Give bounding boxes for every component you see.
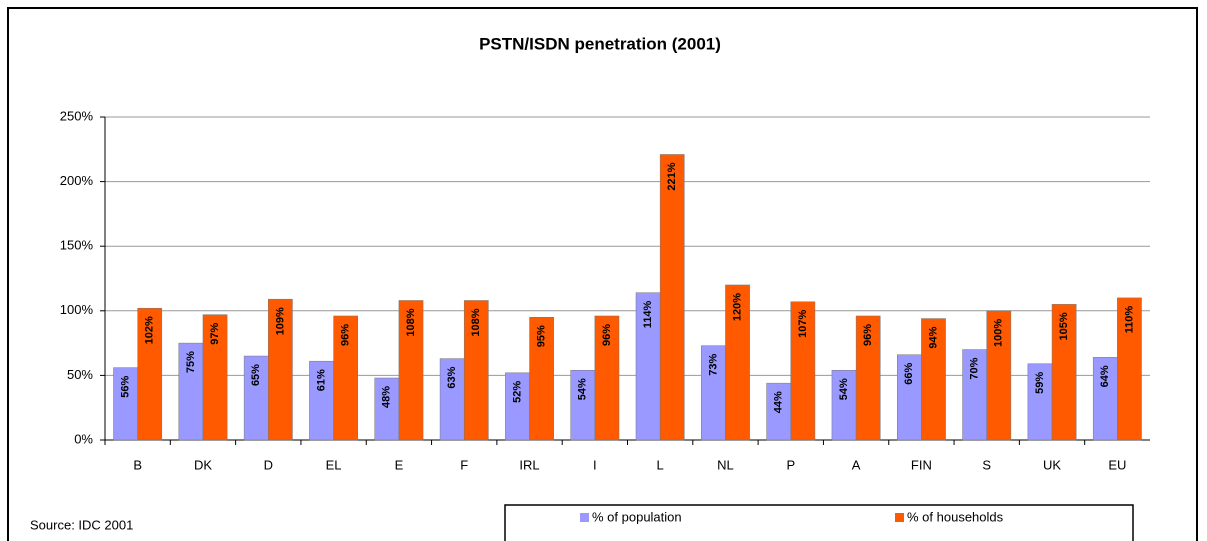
value-label: 59% [1034,372,1046,394]
bar [1051,304,1077,441]
value-label: 65% [250,364,262,386]
value-label: 44% [773,391,785,413]
x-tick-label: NL [717,457,734,472]
value-label: 100% [993,319,1005,347]
value-label: 56% [119,375,131,397]
value-label: 221% [666,162,678,190]
x-tick-label: FIN [911,457,932,472]
x-tick-label: E [395,457,404,472]
bar [439,358,465,441]
bar [137,307,163,441]
bar [1027,363,1053,441]
legend-label: % of population [592,509,682,524]
value-label: 96% [862,324,874,346]
legend-swatch [895,513,904,522]
y-tick-label: 150% [60,238,94,253]
y-tick-label: 50% [67,367,93,382]
value-label: 114% [642,300,654,328]
value-label: 97% [209,322,221,344]
bar [268,298,293,441]
bar [725,284,750,441]
y-tick-label: 100% [60,302,94,317]
bar [570,369,596,441]
x-tick-label: A [852,457,861,472]
bar [529,317,554,441]
bar [855,315,881,441]
value-label: 48% [381,386,393,408]
chart-frame [7,7,1198,541]
x-tick-label: L [657,457,664,472]
bar [921,318,946,441]
bar [896,354,922,441]
value-label: 75% [185,351,197,373]
bar [701,345,726,441]
bar [962,349,987,441]
value-label: 105% [1058,312,1070,340]
value-label: 96% [601,324,613,346]
y-tick-label: 200% [60,173,94,188]
x-tick-label: F [460,457,468,472]
bar [505,372,530,441]
value-label: 61% [315,369,327,391]
legend-box [504,504,1134,541]
bar [1117,297,1142,441]
x-tick-label: I [593,457,597,472]
x-tick-label: P [786,457,795,472]
value-label: 63% [446,366,458,388]
bar [594,315,620,441]
value-label: 109% [274,307,286,335]
bar [202,314,228,441]
bar [831,369,857,441]
x-tick-label: UK [1043,457,1061,472]
bar [659,154,685,441]
value-label: 94% [927,326,939,348]
value-label: 73% [707,353,719,375]
bar [463,300,489,441]
value-label: 108% [470,308,482,336]
value-label: 54% [838,378,850,400]
value-label: 54% [577,378,589,400]
bar [333,315,359,441]
value-label: 107% [797,310,809,338]
x-tick-label: EU [1108,457,1126,472]
bar [790,301,816,441]
chart-title: PSTN/ISDN penetration (2001) [479,34,721,53]
value-label: 52% [511,381,523,403]
value-label: 110% [1123,306,1135,334]
x-tick-label: IRL [519,457,539,472]
value-label: 108% [405,308,417,336]
legend-label: % of households [907,509,1004,524]
value-label: 66% [903,363,915,385]
legend-swatch [580,513,589,522]
value-label: 70% [969,357,981,379]
source-note: Source: IDC 2001 [30,517,133,532]
bar [178,342,204,441]
bar [309,360,334,441]
x-tick-label: EL [326,457,342,472]
x-tick-label: D [264,457,273,472]
bar [398,300,424,441]
x-tick-label: B [133,457,142,472]
y-tick-label: 0% [74,431,93,446]
x-tick-label: S [982,457,991,472]
bar [766,382,792,441]
bar [986,310,1012,441]
value-label: 95% [536,325,548,347]
value-label: 96% [340,324,352,346]
y-tick-label: 250% [60,108,94,123]
bar [243,355,269,441]
value-label: 102% [144,316,156,344]
bar [113,367,138,441]
bar [374,377,400,441]
bar [635,292,661,441]
value-label: 64% [1099,365,1111,387]
value-label: 120% [731,293,743,321]
x-tick-label: DK [194,457,212,472]
